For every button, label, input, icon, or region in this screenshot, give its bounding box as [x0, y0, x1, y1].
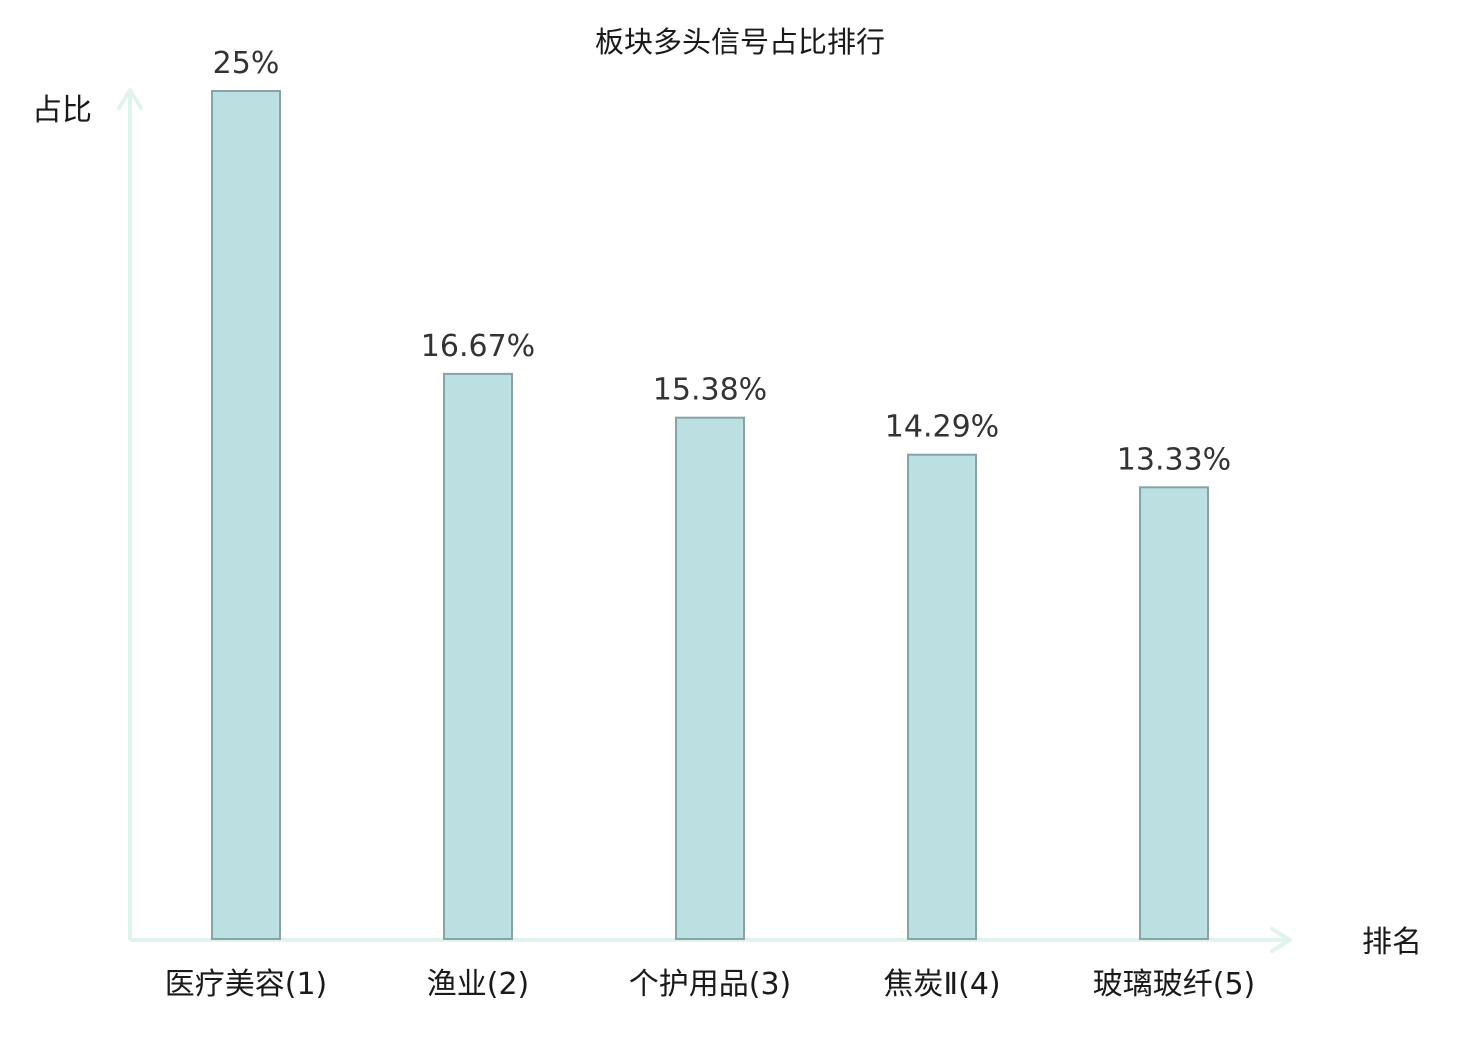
- bar-value-label-5: 13.33%: [1117, 442, 1231, 477]
- bar-5: [1139, 486, 1209, 940]
- category-label-5: 玻璃玻纤(5): [1093, 967, 1256, 1002]
- bar-value-label-3: 15.38%: [653, 373, 767, 408]
- category-label-1: 医疗美容(1): [165, 967, 328, 1002]
- x-axis-arrow-icon: [1270, 927, 1292, 953]
- y-axis-label: 占比: [32, 93, 92, 128]
- bar-2: [443, 372, 513, 941]
- bar-3: [675, 416, 745, 940]
- y-axis-arrow-icon: [117, 88, 143, 110]
- bar-4: [907, 453, 977, 940]
- x-axis-label: 排名: [1362, 925, 1422, 960]
- chart-title: 板块多头信号占比排行: [595, 25, 885, 59]
- category-label-2: 渔业(2): [427, 967, 530, 1002]
- bar-value-label-2: 16.67%: [421, 329, 535, 364]
- bar-1: [211, 90, 281, 940]
- category-label-3: 个护用品(3): [629, 967, 792, 1002]
- bar-value-label-1: 25%: [213, 46, 280, 81]
- category-label-4: 焦炭Ⅱ(4): [883, 967, 1000, 1002]
- bars-group: 25% 医疗美容(1) 16.67% 渔业(2) 15.38% 个护用品(3) 14.29%…: [165, 46, 1256, 1002]
- bar-value-label-4: 14.29%: [885, 410, 999, 445]
